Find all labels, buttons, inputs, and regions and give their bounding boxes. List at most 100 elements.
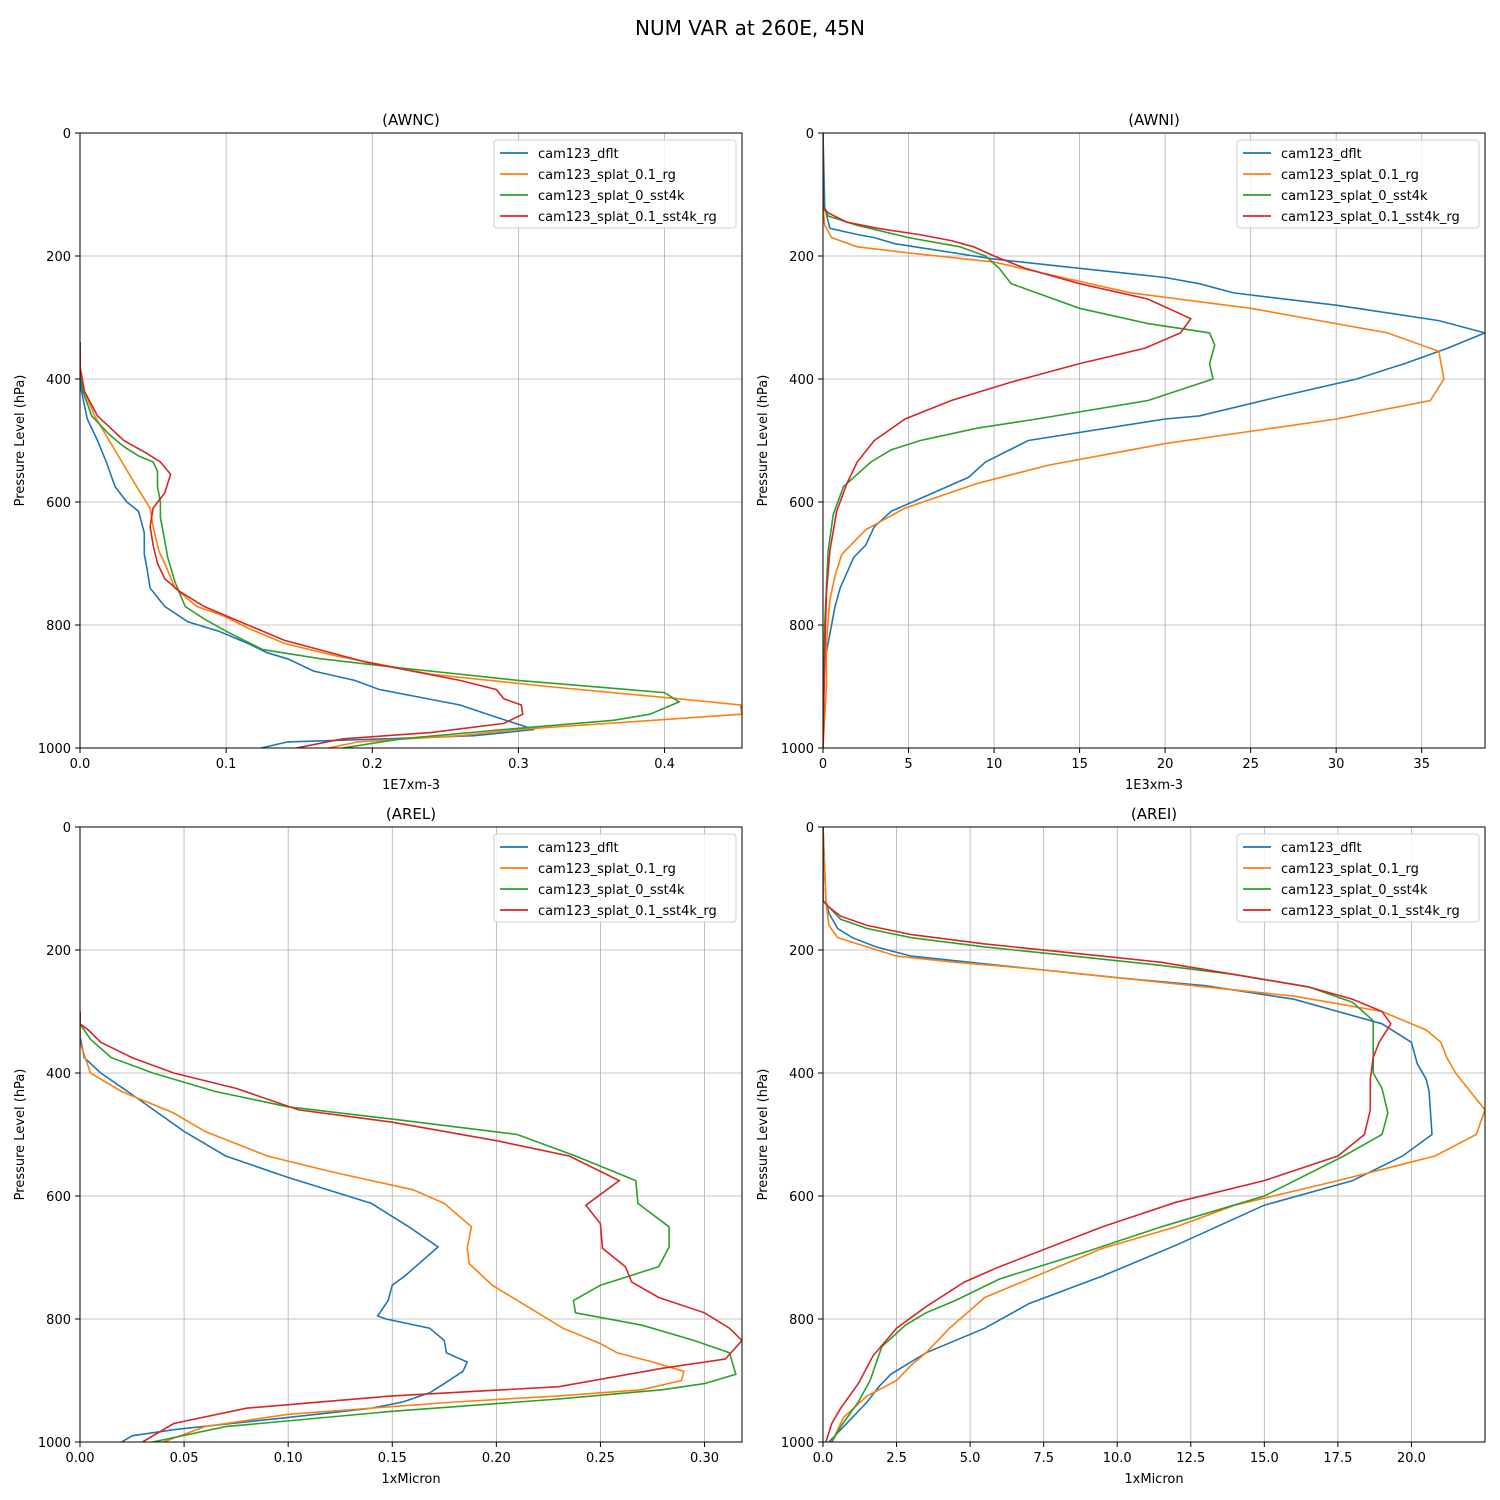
subplot-title: (AWNI) [1128,111,1180,129]
figure-title: NUM VAR at 260E, 45N [635,16,865,40]
x-tick-label: 12.5 [1176,1451,1205,1466]
x-tick-label: 5 [904,757,912,772]
y-tick-label: 600 [46,496,71,511]
legend-label: cam123_dflt [1281,147,1362,162]
legend-label: cam123_splat_0.1_rg [538,168,676,183]
x-tick-label: 0.0 [813,1451,834,1466]
subplot-4: 0.0 2.5 5.0 7.5 10.0 12.5 15.0 17.5 20.0 0 200 400 6… [756,805,1486,1487]
legend-label: cam123_splat_0_sst4k [538,189,685,204]
series-line-4 [823,827,1392,1442]
legend-label: cam123_splat_0.1_rg [1281,862,1419,877]
x-axis-label: 1E3xm-3 [1125,778,1183,793]
series-line-4 [823,133,1193,748]
y-tick-label: 200 [46,250,71,265]
legend-label: cam123_splat_0.1_sst4k_rg [1281,210,1460,225]
axes-frame [822,132,1486,749]
x-tick-label: 0.20 [482,1451,511,1466]
legend-label: cam123_splat_0_sst4k [1281,883,1428,898]
y-tick-label: 800 [789,1313,814,1328]
x-tick-label: 0.25 [586,1451,615,1466]
x-axis-label: 1xMicron [381,1472,440,1487]
y-tick-label: 200 [46,944,71,959]
y-axis-label: Pressure Level (hPa) [13,1069,28,1201]
y-tick-label: 800 [789,619,814,634]
x-tick-label: 0.0 [70,757,91,772]
x-tick-label: 0 [819,757,827,772]
x-tick-label: 0.3 [508,757,529,772]
y-tick-label: 600 [789,496,814,511]
legend-label: cam123_splat_0.1_sst4k_rg [1281,904,1460,919]
y-tick-label: 1000 [38,1436,71,1451]
subplot-3: 0.00 0.05 0.10 0.15 0.20 0.25 0.30 0 200 400 600 80… [13,805,743,1487]
series-line-1 [823,133,1485,748]
x-tick-label: 0.2 [362,757,383,772]
series-line-2 [80,1011,685,1442]
subplot-title: (AWNC) [382,111,440,129]
axes-frame [79,132,743,749]
x-tick-label: 17.5 [1323,1451,1352,1466]
x-tick-label: 0.15 [378,1451,407,1466]
y-tick-label: 800 [46,619,71,634]
legend-label: cam123_splat_0.1_sst4k_rg [538,210,717,225]
x-tick-label: 0.4 [654,757,675,772]
series-line-3 [823,827,1389,1442]
legend-label: cam123_splat_0.1_sst4k_rg [538,904,717,919]
legend-box [493,833,737,923]
y-tick-label: 400 [789,1067,814,1082]
y-axis-label: Pressure Level (hPa) [756,1069,771,1201]
legend: cam123_dflt cam123_splat_0.1_rg cam123_spl… [1236,139,1480,229]
x-tick-label: 15.0 [1250,1451,1279,1466]
x-tick-label: 30 [1328,757,1345,772]
y-tick-label: 400 [789,373,814,388]
y-tick-label: 600 [789,1190,814,1205]
x-axis-label: 1xMicron [1124,1472,1183,1487]
y-tick-label: 400 [46,373,71,388]
legend: cam123_dflt cam123_splat_0.1_rg cam123_spl… [493,833,737,923]
y-tick-label: 0 [806,821,814,836]
series-line-3 [80,1011,737,1442]
y-tick-label: 200 [789,250,814,265]
y-axis-label: Pressure Level (hPa) [13,375,28,507]
x-tick-label: 0.30 [690,1451,719,1466]
x-tick-label: 0.00 [66,1451,95,1466]
legend-label: cam123_splat_0.1_rg [538,862,676,877]
axes-frame [822,826,1486,1443]
legend-label: cam123_dflt [538,841,619,856]
y-tick-label: 1000 [781,742,814,757]
subplot-2: 0 5 10 15 20 25 30 35 0 200 400 600 800 1000 (AWNI) 1E3… [756,111,1486,793]
x-tick-label: 35 [1413,757,1430,772]
y-tick-label: 200 [789,944,814,959]
legend-label: cam123_splat_0_sst4k [1281,189,1428,204]
axes-frame [79,826,743,1443]
x-tick-label: 2.5 [886,1451,907,1466]
x-tick-label: 25 [1242,757,1259,772]
y-tick-label: 1000 [781,1436,814,1451]
y-axis-label: Pressure Level (hPa) [756,375,771,507]
series-line-3 [823,133,1216,748]
x-tick-label: 0.05 [170,1451,199,1466]
x-tick-label: 20.0 [1397,1451,1426,1466]
x-tick-label: 0.1 [216,757,237,772]
series-line-2 [823,133,1445,748]
series-line-4 [80,1011,742,1442]
y-tick-label: 400 [46,1067,71,1082]
x-axis-label: 1E7xm-3 [382,778,440,793]
series-line-2 [80,342,742,748]
series-line-4 [80,342,524,748]
y-tick-label: 800 [46,1313,71,1328]
legend-label: cam123_splat_0_sst4k [538,883,685,898]
x-tick-label: 15 [1071,757,1088,772]
subplot-title: (AREL) [386,805,436,823]
x-tick-label: 5.0 [960,1451,981,1466]
legend-box [493,139,737,229]
x-tick-label: 10.0 [1103,1451,1132,1466]
series-line-2 [823,827,1485,1442]
x-tick-label: 7.5 [1033,1451,1054,1466]
legend-box [1236,139,1480,229]
series-line-1 [80,1011,469,1442]
series-line-1 [823,827,1433,1442]
legend-box [1236,833,1480,923]
y-tick-label: 0 [806,127,814,142]
